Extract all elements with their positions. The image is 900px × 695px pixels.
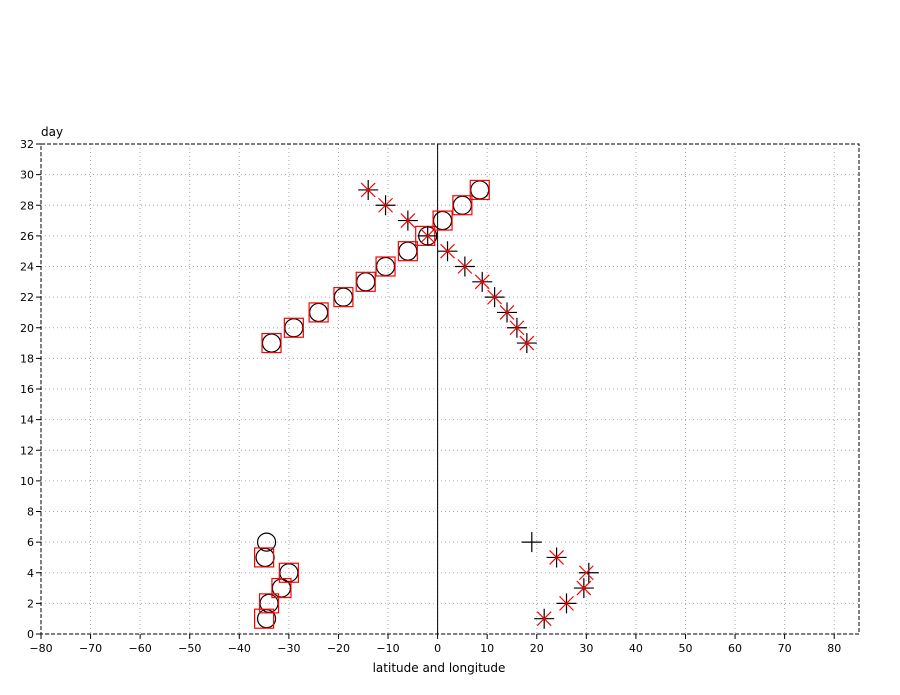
y-tick-label: 22 bbox=[20, 291, 34, 304]
circle-marker bbox=[261, 333, 282, 353]
x-tick-label: 20 bbox=[530, 642, 544, 655]
circle-marker bbox=[470, 180, 490, 200]
x-marker bbox=[457, 259, 473, 274]
circle-marker bbox=[256, 532, 277, 552]
square-marker bbox=[355, 271, 376, 292]
x-tick-label: 0 bbox=[434, 642, 441, 655]
x-marker bbox=[576, 580, 592, 596]
x-marker bbox=[536, 611, 552, 627]
x-tick-label: 60 bbox=[728, 642, 742, 655]
x-axis-title: latitude and longitude bbox=[373, 661, 506, 675]
circle-marker bbox=[356, 272, 376, 292]
x-marker bbox=[400, 213, 416, 228]
y-tick-label: 26 bbox=[20, 230, 34, 243]
x-tick-label: 50 bbox=[678, 642, 692, 655]
square-marker bbox=[397, 241, 418, 262]
x-marker bbox=[440, 243, 455, 259]
x-marker bbox=[378, 197, 393, 213]
square-marker bbox=[333, 287, 354, 308]
x-marker bbox=[420, 228, 436, 244]
y-tick-label: 8 bbox=[27, 506, 34, 519]
square-marker bbox=[253, 608, 275, 629]
y-tick-label: 14 bbox=[20, 414, 34, 427]
square-marker bbox=[258, 593, 280, 614]
y-tick-label: 20 bbox=[20, 322, 34, 335]
y-tick-label: 6 bbox=[27, 536, 34, 549]
y-tick-label: 30 bbox=[20, 169, 34, 182]
x-tick-label: 30 bbox=[579, 642, 593, 655]
y-tick-label: 2 bbox=[27, 597, 34, 610]
y-tick-label: 28 bbox=[20, 199, 34, 212]
x-marker bbox=[519, 335, 535, 351]
y-tick-label: 4 bbox=[27, 567, 34, 580]
square-marker bbox=[278, 562, 299, 583]
y-axis-title: day bbox=[41, 125, 63, 139]
grid-lines bbox=[40, 143, 859, 635]
x-tick-label: 80 bbox=[827, 642, 841, 655]
x-tick-label: −50 bbox=[178, 642, 201, 655]
data-markers bbox=[253, 179, 599, 629]
y-tick-label: 32 bbox=[20, 138, 34, 151]
circle-marker bbox=[452, 195, 472, 215]
y-tick-label: 10 bbox=[20, 475, 34, 488]
x-tick-label: −20 bbox=[327, 642, 350, 655]
square-marker bbox=[469, 179, 490, 201]
square-marker bbox=[452, 195, 473, 216]
x-tick-label: 70 bbox=[778, 642, 792, 655]
square-marker bbox=[253, 547, 275, 568]
y-tick-label: 16 bbox=[20, 383, 34, 396]
square-marker bbox=[271, 577, 292, 599]
x-marker bbox=[474, 274, 490, 290]
x-tick-label: −60 bbox=[129, 642, 152, 655]
x-tick-label: 10 bbox=[480, 642, 494, 655]
plus-marker bbox=[578, 562, 599, 583]
square-marker bbox=[432, 210, 453, 231]
plus-marker bbox=[521, 532, 542, 553]
x-tick-label: −10 bbox=[376, 642, 399, 655]
x-tick-label: −30 bbox=[277, 642, 300, 655]
x-marker bbox=[499, 305, 515, 320]
circle-marker bbox=[398, 241, 418, 261]
x-tick-label: 40 bbox=[629, 642, 643, 655]
square-marker bbox=[308, 302, 329, 323]
x-marker bbox=[360, 182, 376, 198]
square-marker bbox=[375, 256, 396, 277]
y-tick-label: 12 bbox=[20, 444, 34, 457]
axes: −80 −70 −60 −50 −40 −30 −20 −10 0 10 20 30 40 50 60 70 8… bbox=[20, 138, 860, 655]
square-marker bbox=[283, 317, 304, 338]
x-marker bbox=[578, 565, 594, 581]
y-tick-label: 24 bbox=[20, 261, 34, 274]
x-marker bbox=[549, 550, 565, 565]
x-marker bbox=[559, 595, 574, 611]
x-marker bbox=[487, 289, 503, 305]
circle-marker bbox=[309, 302, 329, 323]
y-tick-label: 0 bbox=[27, 628, 34, 641]
y-tick-label: 18 bbox=[20, 352, 34, 365]
circle-marker bbox=[432, 210, 453, 231]
x-marker bbox=[509, 320, 525, 336]
square-marker bbox=[261, 332, 282, 354]
x-tick-label: −70 bbox=[79, 642, 102, 655]
x-tick-label: −80 bbox=[29, 642, 52, 655]
x-tick-label: −40 bbox=[228, 642, 251, 655]
